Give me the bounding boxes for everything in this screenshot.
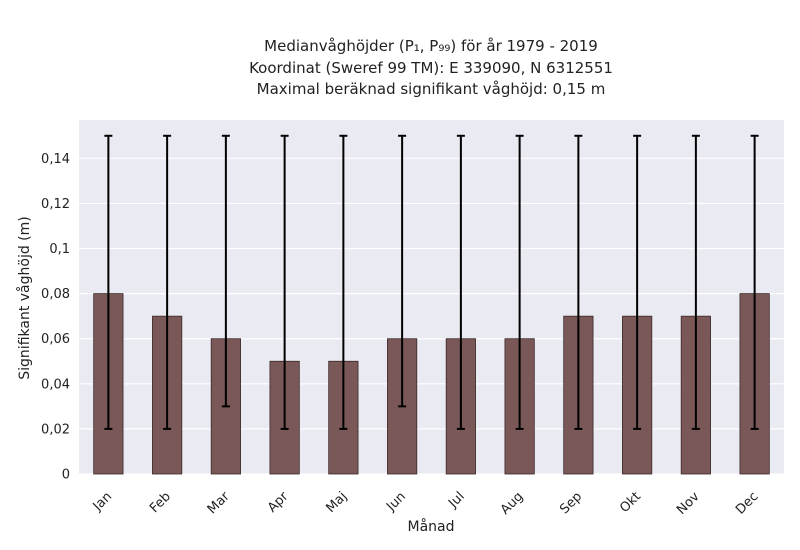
plot-area — [79, 120, 784, 474]
error-bars — [104, 134, 759, 430]
error-bar-aug — [515, 134, 524, 430]
x-tick-label: Jul — [445, 489, 467, 511]
error-bar-apr — [280, 134, 289, 430]
y-tick-label: 0 — [62, 468, 70, 483]
chart-title: Medianvåghöjder (P₁, P₉₉) för år 1979 - … — [249, 37, 613, 98]
x-axis-label: Månad — [408, 518, 455, 535]
x-axis-ticks: Jan Feb Mar Apr Maj Jun Jul Aug Sep Okt Nov Dec — [90, 489, 762, 518]
y-tick-label: 0,1 — [49, 242, 70, 257]
error-bar-sep — [574, 134, 583, 430]
y-tick-label: 0,14 — [41, 152, 70, 167]
chart-title-line-3: Maximal beräknad signifikant våghöjd: 0,… — [257, 80, 606, 98]
x-tick-label: Maj — [323, 489, 350, 516]
error-bar-feb — [163, 134, 172, 430]
error-bar-jul — [456, 134, 465, 430]
y-axis-label: Signifikant våghöjd (m) — [16, 216, 33, 379]
x-tick-label: Aug — [498, 489, 527, 518]
x-tick-label: Feb — [147, 489, 174, 516]
x-tick-label: Apr — [265, 489, 292, 516]
x-tick-label: Nov — [674, 489, 703, 518]
error-bar-nov — [691, 134, 700, 430]
error-bar-okt — [633, 134, 642, 430]
x-tick-label: Sep — [557, 489, 585, 517]
error-bar-maj — [339, 134, 348, 430]
x-tick-label: Mar — [205, 489, 233, 517]
x-tick-label: Jun — [383, 489, 409, 515]
y-tick-label: 0,02 — [41, 422, 70, 437]
y-tick-label: 0,12 — [41, 197, 70, 212]
y-axis-ticks: 0 0,02 0,04 0,06 0,08 0,1 0,12 0,14 — [41, 152, 70, 483]
y-tick-label: 0,04 — [41, 377, 70, 392]
x-tick-label: Okt — [617, 489, 644, 516]
y-tick-label: 0,08 — [41, 287, 70, 302]
error-bar-mar — [221, 134, 230, 408]
chart-title-line-2: Koordinat (Sweref 99 TM): E 339090, N 63… — [249, 59, 613, 77]
x-tick-label: Jan — [90, 489, 115, 514]
error-bar-jan — [104, 134, 113, 430]
x-tick-label: Dec — [733, 489, 761, 517]
error-bar-jun — [398, 134, 407, 408]
error-bar-dec — [750, 134, 759, 430]
y-tick-label: 0,06 — [41, 332, 70, 347]
gridlines — [79, 157, 784, 475]
chart-title-line-1: Medianvåghöjder (P₁, P₉₉) för år 1979 - … — [264, 37, 598, 55]
